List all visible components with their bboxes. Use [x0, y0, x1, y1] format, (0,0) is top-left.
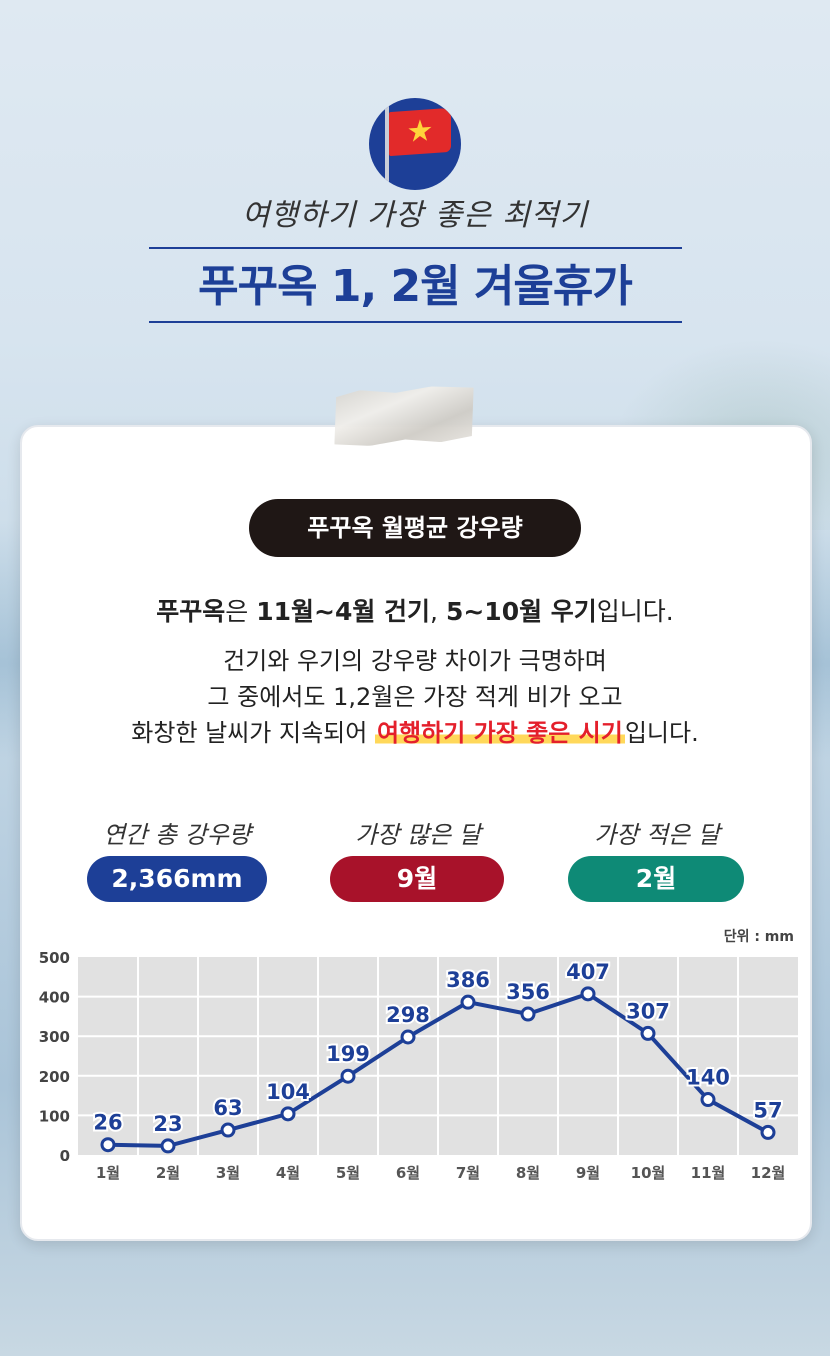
data-label: 199 [326, 1042, 370, 1066]
page-title: 푸꾸옥 1, 2월 겨울휴가 [198, 261, 633, 312]
x-tick-label: 11월 [691, 1164, 726, 1182]
series-line [107, 991, 769, 1148]
y-tick-label: 100 [39, 1107, 70, 1125]
data-label: 386 [446, 968, 490, 992]
data-label: 298 [386, 1003, 430, 1027]
title-rule-bottom [149, 321, 682, 323]
data-label: 57 [753, 1098, 782, 1122]
data-point [700, 1092, 716, 1108]
x-tick-label: 4월 [276, 1164, 300, 1182]
intro-sentence: 푸꾸옥은 11월~4월 건기, 5~10월 우기입니다. [156, 597, 674, 626]
data-point [220, 1122, 236, 1138]
data-point [640, 1025, 656, 1041]
data-label: 356 [506, 980, 550, 1004]
y-tick-label: 300 [39, 1028, 70, 1046]
data-label: 26 [93, 1111, 122, 1135]
stat-value-max: 9월 [330, 856, 504, 902]
x-tick-label: 5월 [336, 1164, 360, 1182]
data-point [280, 1106, 296, 1122]
data-point [520, 1006, 536, 1022]
x-tick-label: 10월 [631, 1164, 666, 1182]
section-title-pill: 푸꾸옥 월평균 강우량 [249, 499, 581, 557]
data-label: 307 [626, 999, 670, 1023]
header-subtitle: 여행하기 가장 좋은 최적기 [241, 198, 589, 233]
x-tick-label: 3월 [216, 1164, 240, 1182]
x-tick-label: 8월 [516, 1164, 540, 1182]
data-label: 140 [686, 1066, 730, 1090]
y-tick-label: 200 [39, 1068, 70, 1086]
stat-label-total: 연간 총 강우량 [103, 821, 251, 849]
data-point [100, 1137, 116, 1153]
x-tick-label: 2월 [156, 1164, 180, 1182]
data-point [160, 1138, 176, 1154]
data-point [460, 994, 476, 1010]
data-label: 407 [566, 960, 610, 984]
data-label: 104 [266, 1080, 310, 1104]
highlight-text: 여행하기 가장 좋은 시기 [374, 719, 625, 747]
data-point [340, 1068, 356, 1084]
data-label: 23 [153, 1112, 182, 1136]
data-point [580, 986, 596, 1002]
x-tick-label: 1월 [96, 1164, 120, 1182]
unit-label: 단위 : mm [723, 929, 794, 945]
vietnam-flag-icon: ★ [369, 98, 461, 190]
x-tick-label: 9월 [576, 1164, 600, 1182]
stat-value-min: 2월 [568, 856, 744, 902]
data-point [760, 1124, 776, 1140]
x-tick-label: 7월 [456, 1164, 480, 1182]
stat-label-max: 가장 많은 달 [355, 821, 481, 849]
y-tick-label: 400 [39, 989, 70, 1007]
data-point [400, 1029, 416, 1045]
x-tick-label: 12월 [751, 1164, 786, 1182]
title-rule-top [149, 247, 682, 249]
stat-label-min: 가장 적은 달 [594, 821, 720, 849]
description-paragraph: 건기와 우기의 강우량 차이가 극명하며 그 중에서도 1,2월은 가장 적게 … [131, 647, 699, 747]
x-tick-label: 6월 [396, 1164, 420, 1182]
stat-value-total: 2,366mm [87, 856, 267, 902]
y-tick-label: 0 [60, 1147, 70, 1165]
y-tick-label: 500 [39, 949, 70, 967]
data-label: 63 [213, 1096, 242, 1120]
